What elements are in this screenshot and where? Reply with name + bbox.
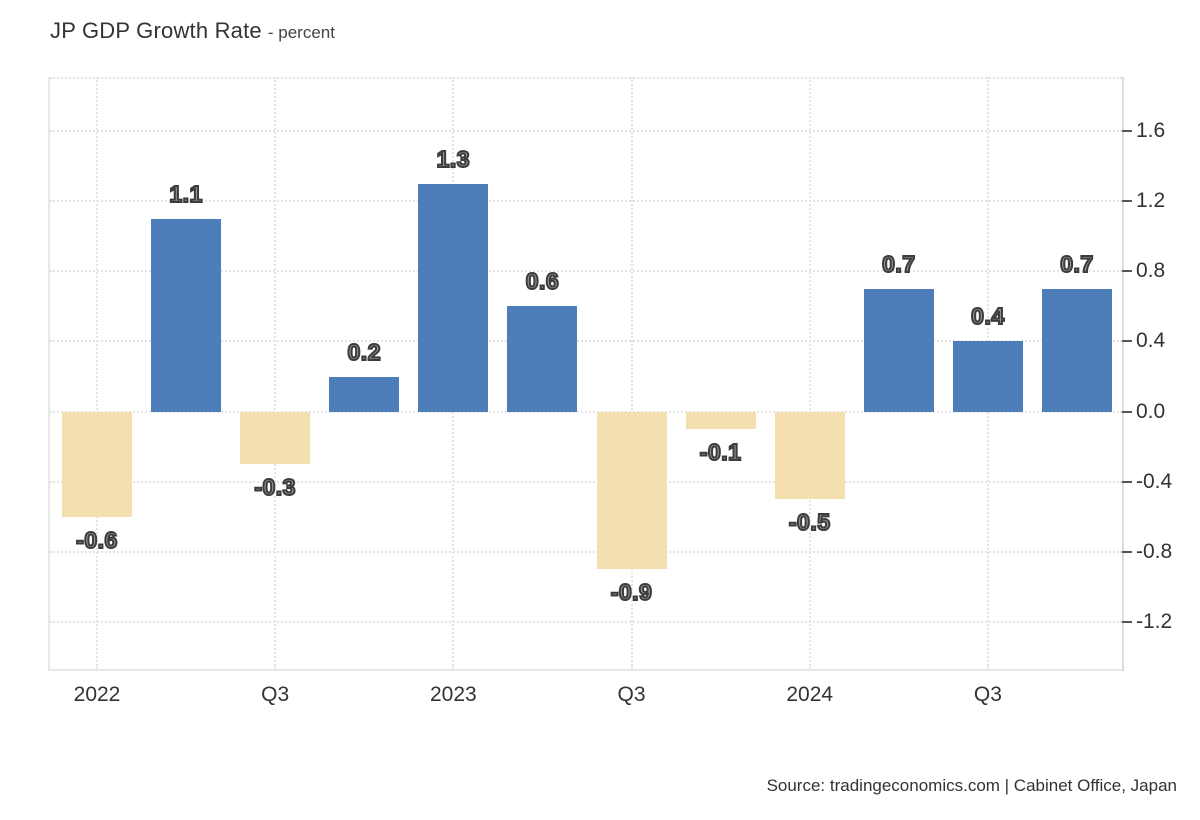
y-tick-label: -0.8 — [1136, 539, 1173, 563]
plot-area: 1.6 1.2 0.8 0.4 0.0 -0.4 -0.8 -1.2 2022 Q3 2023 Q3 2… — [48, 77, 1172, 706]
x-tick-label: 2023 — [430, 683, 477, 706]
bar-value-label: 1.1 — [168, 180, 203, 208]
gridline-vertical — [630, 77, 633, 669]
bar-value-label: 1.3 — [436, 145, 471, 173]
y-axis-tick — [1122, 480, 1132, 483]
gridline-horizontal — [50, 270, 1122, 273]
bar — [596, 411, 667, 570]
bar-value-label: -0.5 — [788, 508, 831, 536]
x-tick-label: 2022 — [73, 683, 121, 706]
bar — [151, 218, 222, 412]
y-tick-label: 1.2 — [1136, 189, 1166, 213]
gridline-horizontal — [50, 130, 1122, 133]
gridline-vertical — [274, 77, 277, 669]
bar — [952, 341, 1023, 412]
bar-value-label: 0.6 — [525, 267, 560, 295]
gridline-horizontal — [50, 480, 1122, 483]
y-axis-tick — [1122, 340, 1132, 343]
gridline-horizontal — [50, 340, 1122, 343]
bar-value-label: -0.9 — [610, 578, 653, 606]
bar — [62, 411, 132, 517]
y-axis-line — [1122, 77, 1124, 671]
y-tick-label: -1.2 — [1136, 609, 1173, 633]
y-tick-label: 1.6 — [1136, 119, 1166, 143]
bar-value-label: 0.2 — [347, 338, 382, 366]
chart-header: JP GDP Growth Rate - percent — [50, 18, 335, 44]
bar-value-label: 0.7 — [881, 250, 916, 278]
plot-top-border — [50, 77, 1122, 79]
chart-subtitle: - percent — [267, 23, 335, 42]
bar-value-label: -0.6 — [75, 526, 118, 554]
x-tick-label: 2024 — [786, 683, 834, 706]
y-tick-label: 0.0 — [1136, 399, 1166, 423]
y-axis-tick — [1122, 270, 1132, 273]
bar-value-label: -0.3 — [253, 473, 296, 501]
y-tick-label: 0.8 — [1136, 259, 1166, 283]
chart-title: JP GDP Growth Rate — [50, 18, 262, 43]
gridline-vertical — [808, 77, 811, 669]
x-tick-label: Q3 — [261, 683, 290, 706]
bar-value-label: 0.4 — [970, 302, 1005, 330]
bar — [329, 376, 400, 412]
y-tick-label: 0.4 — [1136, 329, 1166, 353]
y-axis-tick — [1122, 200, 1132, 203]
bar — [240, 411, 311, 465]
x-tick-label: Q3 — [973, 683, 1002, 706]
x-tick-label: Q3 — [617, 683, 646, 706]
bar — [418, 183, 489, 412]
bar-value-label: 0.7 — [1059, 250, 1094, 278]
gridline-horizontal — [50, 620, 1122, 623]
y-axis-tick — [1122, 620, 1132, 623]
gridline-horizontal — [50, 200, 1122, 203]
source-credit: Source: tradingeconomics.com | Cabinet O… — [766, 776, 1177, 795]
bar — [1042, 288, 1112, 412]
gridline-vertical — [96, 77, 98, 669]
bar — [774, 411, 845, 500]
y-tick-label: -0.4 — [1136, 469, 1173, 493]
bar — [685, 411, 756, 430]
bar — [863, 288, 934, 412]
y-axis-tick — [1122, 130, 1132, 133]
gridline-horizontal — [50, 550, 1122, 553]
bar — [507, 306, 578, 412]
gridline-horizontal — [50, 410, 1122, 413]
bar-value-label: -0.1 — [699, 438, 742, 466]
y-axis-tick — [1122, 550, 1132, 553]
y-axis-tick — [1122, 410, 1132, 413]
